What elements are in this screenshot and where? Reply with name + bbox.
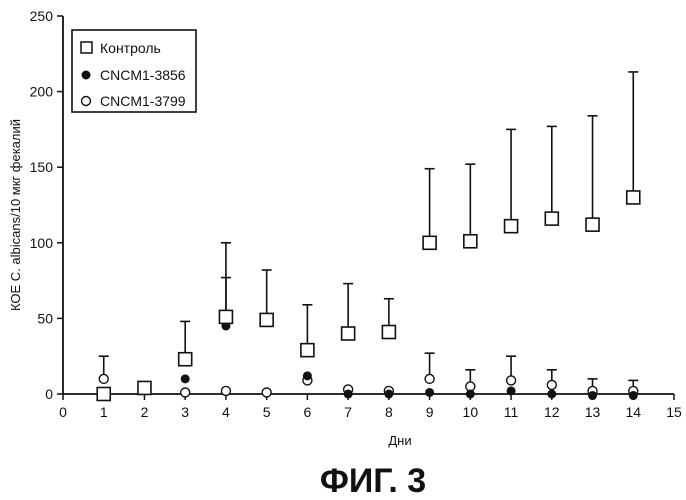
data-point-cncm1-3856 xyxy=(466,390,475,399)
data-point-cncm1-3856 xyxy=(588,391,597,400)
legend-marker-open-square xyxy=(81,42,92,53)
legend-label-control: Контроль xyxy=(100,40,161,56)
data-point-control xyxy=(219,310,232,323)
legend-label-cncm1-3799: CNCM1-3799 xyxy=(100,93,186,109)
data-point-control xyxy=(260,313,273,326)
x-tick-label: 7 xyxy=(344,404,352,420)
y-tick-label: 200 xyxy=(30,84,54,100)
legend-marker-filled-circle xyxy=(82,71,91,80)
data-point-cncm1-3856 xyxy=(507,386,516,395)
x-tick-label: 2 xyxy=(141,404,149,420)
data-point-cncm1-3799 xyxy=(99,374,108,383)
legend: Контроль CNCM1-3856 CNCM1-3799 xyxy=(72,30,196,112)
data-point-cncm1-3856 xyxy=(303,371,312,380)
data-point-cncm1-3856 xyxy=(344,390,353,399)
y-axis-label: КОЕ C. albicans/10 мкг фекалий xyxy=(8,119,23,311)
data-point-cncm1-3856 xyxy=(629,391,638,400)
data-point-control xyxy=(342,327,355,340)
data-point-cncm1-3799 xyxy=(181,388,190,397)
error-bars xyxy=(99,72,639,391)
data-point-cncm1-3799 xyxy=(425,374,434,383)
x-tick-label: 8 xyxy=(385,404,393,420)
x-axis-label: Дни xyxy=(388,433,411,448)
x-tick-label: 0 xyxy=(59,404,67,420)
y-tick-label: 100 xyxy=(30,235,54,251)
x-tick-label: 15 xyxy=(666,404,682,420)
data-point-cncm1-3799 xyxy=(507,376,516,385)
legend-marker-open-circle xyxy=(82,97,91,106)
y-tick-label: 150 xyxy=(30,159,54,175)
data-point-cncm1-3856 xyxy=(384,390,393,399)
data-point-cncm1-3856 xyxy=(181,374,190,383)
data-point-control xyxy=(627,191,640,204)
data-point-cncm1-3799 xyxy=(262,388,271,397)
data-point-control xyxy=(138,381,151,394)
data-point-control xyxy=(505,220,518,233)
x-tick-label: 9 xyxy=(426,404,434,420)
x-tick-label: 13 xyxy=(585,404,601,420)
data-point-cncm1-3856 xyxy=(425,388,434,397)
figure-caption: ФИГ. 3 xyxy=(320,462,426,500)
data-point-control xyxy=(545,212,558,225)
data-markers xyxy=(97,191,640,401)
data-point-control xyxy=(179,353,192,366)
data-point-control xyxy=(464,235,477,248)
x-tick-label: 4 xyxy=(222,404,230,420)
data-point-cncm1-3799 xyxy=(547,380,556,389)
x-tick-label: 14 xyxy=(625,404,641,420)
x-tick-label: 10 xyxy=(463,404,479,420)
data-point-control xyxy=(301,344,314,357)
x-tick-label: 12 xyxy=(544,404,560,420)
y-tick-label: 0 xyxy=(45,386,53,402)
data-point-cncm1-3799 xyxy=(221,386,230,395)
data-point-control xyxy=(382,326,395,339)
x-tick-label: 5 xyxy=(263,404,271,420)
y-tick-label: 50 xyxy=(37,310,53,326)
data-point-control xyxy=(97,388,110,401)
y-tick-label: 250 xyxy=(30,8,54,24)
data-point-control xyxy=(423,236,436,249)
legend-label-cncm1-3856: CNCM1-3856 xyxy=(100,67,186,83)
data-point-cncm1-3856 xyxy=(547,390,556,399)
data-point-control xyxy=(586,218,599,231)
x-tick-label: 3 xyxy=(181,404,189,420)
x-tick-label: 11 xyxy=(504,404,519,420)
x-tick-label: 6 xyxy=(304,404,312,420)
x-tick-label: 1 xyxy=(100,404,108,420)
